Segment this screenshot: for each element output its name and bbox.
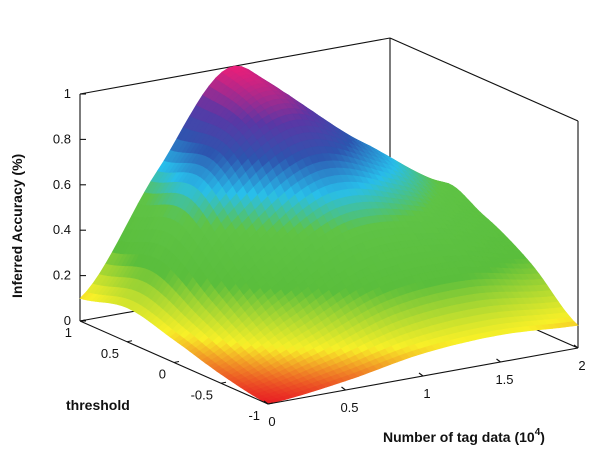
z-tick-label: 0.2 <box>53 268 71 283</box>
x-axis-label: Number of tag data (104) <box>383 427 545 445</box>
box-edge <box>389 37 579 122</box>
surface-patch <box>566 321 579 327</box>
z-tick-label: 1 <box>64 86 71 101</box>
x-tick-label: 1 <box>423 386 430 401</box>
x-tick-label: 0 <box>268 414 275 429</box>
x-tick-mark <box>341 386 346 391</box>
y-tick-mark <box>220 381 227 384</box>
z-axis-label: Inferred Accuracy (%) <box>9 154 25 298</box>
x-tick-label: 1.5 <box>495 372 513 387</box>
x-tick-mark <box>418 372 424 377</box>
y-tick-mark <box>267 402 274 405</box>
x-tick-mark <box>496 358 501 363</box>
y-tick-mark <box>126 340 133 343</box>
x-tick-label: 2 <box>578 358 585 373</box>
z-tick-label: 0.4 <box>53 222 71 237</box>
y-tick-label: 0.5 <box>101 346 119 361</box>
y-tick-label: -0.5 <box>191 387 213 402</box>
x-tick-mark <box>263 400 269 405</box>
y-tick-mark <box>173 360 180 364</box>
x-tick-label: 0.5 <box>340 400 358 415</box>
y-tick-mark <box>79 319 86 322</box>
z-tick-label: 0 <box>64 313 71 328</box>
y-tick-label: 0 <box>159 367 166 382</box>
y-tick-label: -1 <box>248 408 260 423</box>
y-axis-label: threshold <box>66 397 130 413</box>
x-tick-mark <box>573 344 579 349</box>
z-tick-label: 0.6 <box>53 177 71 192</box>
z-tick-label: 0.8 <box>53 131 71 146</box>
y-tick-label: 1 <box>65 325 72 340</box>
surface-plot <box>79 65 579 405</box>
